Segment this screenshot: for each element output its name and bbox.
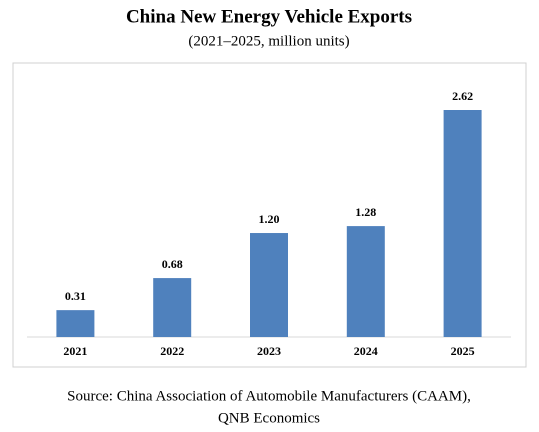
value-label: 0.31 bbox=[65, 289, 86, 303]
bar bbox=[443, 110, 482, 337]
x-tick-label: 2022 bbox=[160, 344, 184, 358]
x-tick-label: 2024 bbox=[354, 344, 378, 358]
value-label: 1.28 bbox=[355, 205, 376, 219]
source-line: QNB Economics bbox=[218, 410, 320, 426]
chart-subtitle: (2021–2025, million units) bbox=[188, 33, 349, 49]
x-tick-label: 2023 bbox=[257, 344, 281, 358]
bar bbox=[250, 233, 288, 337]
bar bbox=[56, 310, 95, 337]
x-tick-label: 2021 bbox=[63, 344, 87, 358]
plot-frame bbox=[12, 62, 527, 368]
value-label: 2.62 bbox=[452, 89, 473, 103]
value-label: 1.20 bbox=[259, 212, 280, 226]
x-tick-label: 2025 bbox=[451, 344, 475, 358]
value-label: 0.68 bbox=[162, 257, 183, 271]
source-line: Source: China Association of Automobile … bbox=[67, 388, 471, 404]
bar bbox=[346, 226, 385, 337]
bar bbox=[153, 278, 192, 337]
chart-title: China New Energy Vehicle Exports bbox=[126, 6, 412, 27]
